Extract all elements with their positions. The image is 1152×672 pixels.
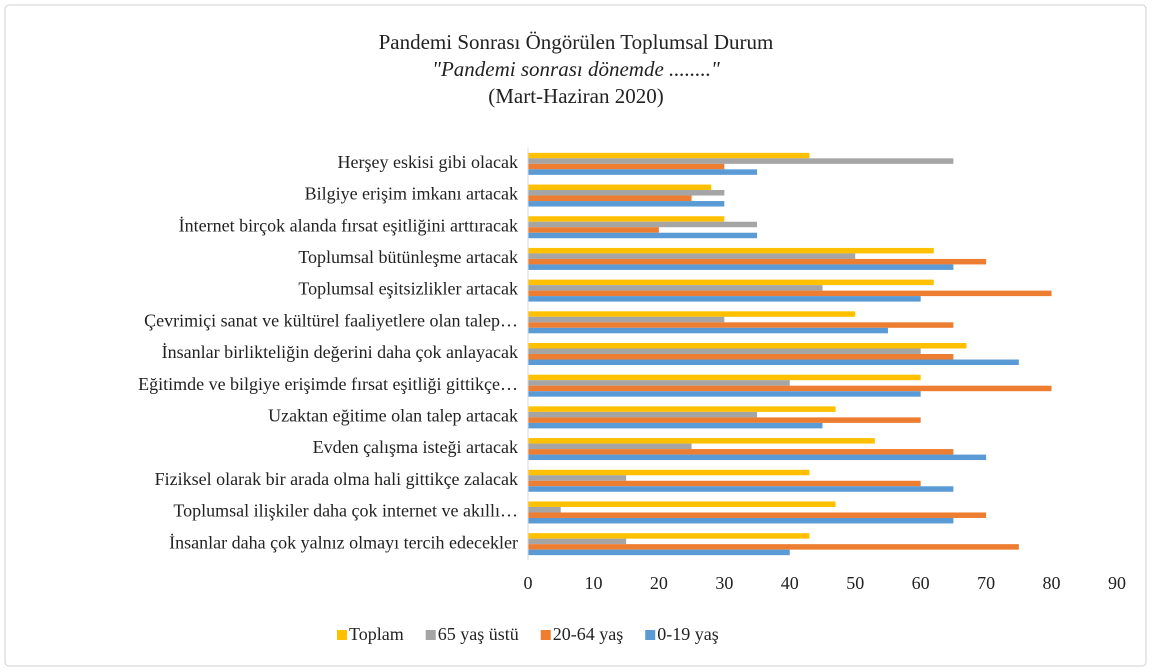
bar xyxy=(528,454,987,461)
legend-swatch xyxy=(425,630,436,640)
y-tick-label: İnternet birçok alanda fırsat eşitliğini… xyxy=(179,215,518,235)
bar xyxy=(528,216,725,222)
bar xyxy=(528,469,810,476)
x-tick-label: 70 xyxy=(977,573,995,593)
bar xyxy=(528,475,627,481)
x-tick-label: 10 xyxy=(584,573,602,593)
bar xyxy=(528,184,712,191)
bar xyxy=(528,247,934,254)
bar xyxy=(528,411,758,418)
bar xyxy=(528,195,692,202)
bar xyxy=(528,486,954,492)
bar xyxy=(528,227,659,233)
x-tick-label: 20 xyxy=(650,573,668,593)
bar xyxy=(528,417,921,423)
bar xyxy=(528,512,987,518)
y-tick-label: Eğitimde ve bilgiye erişimde fırsat eşit… xyxy=(138,374,518,394)
bar xyxy=(528,480,921,487)
bar xyxy=(528,533,810,539)
bar xyxy=(528,327,888,334)
bar xyxy=(528,279,934,286)
bar xyxy=(528,311,856,317)
bar xyxy=(528,391,921,397)
bar xyxy=(528,348,921,354)
bar xyxy=(528,406,836,412)
bar xyxy=(528,158,954,164)
y-tick-label: Çevrimiçi sanat ve kültürel faaliyetlere… xyxy=(144,310,518,330)
bar xyxy=(528,316,725,323)
bar xyxy=(528,322,954,328)
y-tick-label: İnsanlar birlikteliğin değerini daha çok… xyxy=(162,342,518,362)
legend-label: 65 yaş üstü xyxy=(438,624,519,644)
bar xyxy=(528,290,1052,297)
x-tick-label: 50 xyxy=(846,573,864,593)
bar xyxy=(528,169,758,175)
bar xyxy=(528,359,1019,365)
y-tick-label: Toplumsal bütünleşme artacak xyxy=(298,247,518,267)
bar xyxy=(528,190,725,196)
chart-subtitle: "Pandemi sonrası dönemde ........" xyxy=(432,57,720,81)
y-tick-label: Bilgiye erişim imkanı artacak xyxy=(305,184,518,204)
x-tick-label: 80 xyxy=(1043,573,1061,593)
legend-swatch xyxy=(645,630,656,640)
legend-label: 0-19 yaş xyxy=(657,624,719,644)
bar xyxy=(528,517,954,524)
bar xyxy=(528,253,856,259)
y-tick-label: Evden çalışma isteği artacak xyxy=(313,437,518,457)
legend-swatch xyxy=(540,630,551,640)
y-tick-label: Fiziksel olarak bir arada olma hali gitt… xyxy=(155,469,518,489)
legend-label: Toplam xyxy=(349,624,404,644)
x-tick-label: 90 xyxy=(1108,573,1126,593)
bar xyxy=(528,549,790,556)
y-tick-label: Toplumsal eşitsizlikler artacak xyxy=(298,279,518,299)
bar xyxy=(528,380,790,386)
bar xyxy=(528,544,1019,550)
bar xyxy=(528,538,627,545)
chart-title: Pandemi Sonrası Öngörülen Toplumsal Duru… xyxy=(379,30,774,54)
y-tick-label: Uzaktan eğitime olan talep artacak xyxy=(268,406,518,426)
bar xyxy=(528,443,692,450)
bar xyxy=(528,201,725,207)
bar xyxy=(528,449,954,455)
legend-swatch xyxy=(337,630,347,640)
bar xyxy=(528,264,954,270)
bar xyxy=(528,354,954,360)
bar xyxy=(528,343,967,349)
bar xyxy=(528,374,921,381)
x-tick-label: 30 xyxy=(715,573,733,593)
chart-border xyxy=(4,4,1147,667)
bar xyxy=(528,232,758,239)
bar xyxy=(528,221,758,228)
bar xyxy=(528,501,836,507)
bar xyxy=(528,258,987,265)
chart-period: (Mart-Haziran 2020) xyxy=(488,84,664,108)
legend-label: 20-64 yaş xyxy=(553,624,624,644)
bar xyxy=(528,438,875,444)
y-tick-label: İnsanlar daha çok yalnız olmayı tercih e… xyxy=(169,532,518,552)
bar xyxy=(528,163,725,170)
bar xyxy=(528,506,561,513)
bar xyxy=(528,285,823,291)
bar xyxy=(528,296,921,302)
x-tick-label: 40 xyxy=(781,573,799,593)
x-tick-label: 0 xyxy=(524,573,533,593)
bar xyxy=(528,385,1052,392)
x-tick-label: 60 xyxy=(912,573,930,593)
y-tick-label: Toplumsal ilişkiler daha çok internet ve… xyxy=(173,501,518,521)
bar xyxy=(528,152,810,159)
y-tick-label: Herşey eskisi gibi olacak xyxy=(338,152,518,172)
bar xyxy=(528,422,823,429)
